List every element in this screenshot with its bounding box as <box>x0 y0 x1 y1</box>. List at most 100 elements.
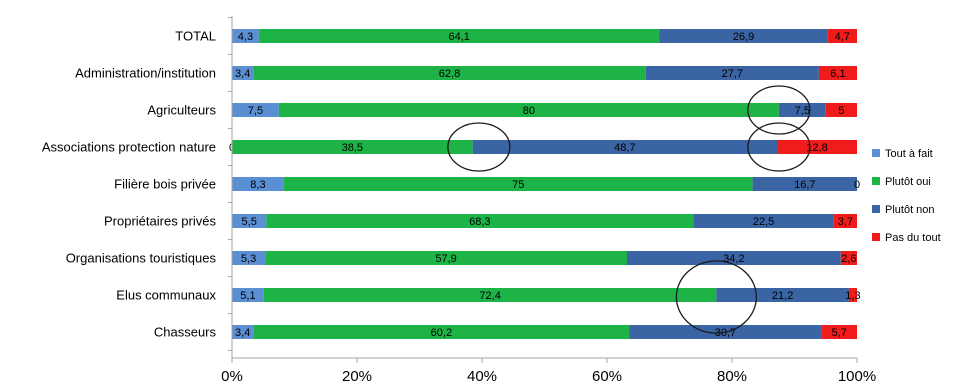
category-label: Associations protection nature <box>42 140 216 155</box>
bar-segment-plutot-non <box>659 29 828 43</box>
category-label: Elus communaux <box>116 288 216 303</box>
bar-segment-plutot-non <box>645 66 819 80</box>
data-label: 16,7 <box>794 179 815 191</box>
legend-swatch <box>872 177 880 185</box>
bar-segment-plutot-oui <box>283 177 753 191</box>
bar-segment-plutot-oui <box>232 140 473 154</box>
data-label: 5,1 <box>240 290 255 302</box>
bar-segment-plutot-oui <box>253 66 646 80</box>
data-label: 26,9 <box>733 31 754 43</box>
legend-swatch <box>872 149 880 157</box>
legend-label: Plutôt non <box>885 204 935 216</box>
data-label: 2,6 <box>841 253 856 265</box>
x-tick-label: 100% <box>838 368 876 385</box>
data-label: 5 <box>838 105 844 117</box>
bar-segment-plutot-oui <box>263 288 717 302</box>
data-label: 6,1 <box>830 68 845 80</box>
data-label: 12,8 <box>806 142 827 154</box>
data-label: 5,3 <box>241 253 256 265</box>
bar-segment-tout-a-fait <box>232 66 254 80</box>
data-label: 38,5 <box>342 142 363 154</box>
data-label: 34,2 <box>723 253 744 265</box>
bar-segment-plutot-non <box>716 288 849 302</box>
data-label: 3,7 <box>838 216 853 228</box>
bar-segment-plutot-oui <box>265 251 627 265</box>
bar-segment-tout-a-fait <box>232 288 264 302</box>
x-tick-label: 40% <box>467 368 497 385</box>
data-label: 22,5 <box>753 216 774 228</box>
bar-segment-pas-du-tout <box>818 66 857 80</box>
legend-label: Plutôt oui <box>885 176 931 188</box>
x-axis: 0% 20% 40% 60% 80% 100% <box>221 16 876 385</box>
bar-segment-pas-du-tout <box>840 251 857 265</box>
data-label: 30,7 <box>715 327 736 339</box>
data-label: 60,2 <box>431 327 452 339</box>
data-label: 5,5 <box>242 216 257 228</box>
bar-segment-tout-a-fait <box>232 325 254 339</box>
annotation-circle <box>747 122 811 172</box>
category-label: Organisations touristiques <box>66 251 217 266</box>
category-label: TOTAL <box>175 29 216 44</box>
x-tick-label: 20% <box>342 368 372 385</box>
bar-segment-tout-a-fait <box>232 103 279 117</box>
legend-swatch <box>872 205 880 213</box>
bar-segment-plutot-oui <box>253 325 630 339</box>
bar-segment-plutot-non <box>752 177 857 191</box>
bar-segment-tout-a-fait <box>232 29 259 43</box>
bar-segment-pas-du-tout <box>848 288 857 302</box>
legend-label: Pas du tout <box>885 232 941 244</box>
data-label: 1,3 <box>845 290 860 302</box>
bar-segment-plutot-non <box>627 251 841 265</box>
category-label: Agriculteurs <box>147 103 216 118</box>
data-label: 3,4 <box>235 327 250 339</box>
bar-segment-tout-a-fait <box>232 214 267 228</box>
data-label: 7,5 <box>795 105 810 117</box>
data-label: 8,3 <box>250 179 265 191</box>
bar-segment-pas-du-tout <box>833 214 857 228</box>
data-label: 62,8 <box>439 68 460 80</box>
category-label: Chasseurs <box>154 325 217 340</box>
data-label: 57,9 <box>435 253 456 265</box>
category-label: Administration/institution <box>75 66 216 81</box>
data-label: 7,5 <box>248 105 263 117</box>
bar-segment-plutot-non <box>472 140 777 154</box>
annotation-circles <box>447 85 811 334</box>
data-label: 75 <box>512 179 524 191</box>
bar-segment-pas-du-tout <box>825 103 857 117</box>
data-label: 5,7 <box>832 327 847 339</box>
data-label: 72,4 <box>479 290 500 302</box>
category-label: Filière bois privée <box>114 177 216 192</box>
data-label: 48,7 <box>614 142 635 154</box>
bar-segment-plutot-oui <box>266 214 694 228</box>
data-label: 68,3 <box>469 216 490 228</box>
data-label: 0 <box>854 179 860 191</box>
bar-segment-tout-a-fait <box>232 251 266 265</box>
annotation-circle <box>747 85 811 135</box>
bar-segment-pas-du-tout <box>777 140 857 154</box>
x-tick-label: 80% <box>717 368 747 385</box>
x-tick-label: 60% <box>592 368 622 385</box>
annotation-circle <box>447 122 511 172</box>
bar-segment-plutot-non <box>778 103 826 117</box>
data-label: 80 <box>523 105 535 117</box>
data-label: 27,7 <box>722 68 743 80</box>
bar-segment-plutot-non <box>693 214 834 228</box>
data-label: 21,2 <box>772 290 793 302</box>
data-label: 64,1 <box>448 31 469 43</box>
bars-group: 4,3 64,1 26,9 4,7 3,4 62,8 27,7 6,1 7,5 80 7,5 5 0 38… <box>229 29 861 339</box>
bar-segment-pas-du-tout <box>821 325 857 339</box>
category-label: Propriétaires privés <box>104 214 216 229</box>
data-label: 4,7 <box>835 31 850 43</box>
legend-label: Tout à fait <box>885 148 933 160</box>
bar-segment-tout-a-fait <box>232 177 284 191</box>
category-labels: TOTAL Administration/institution Agriculte… <box>42 29 217 340</box>
bar-segment-plutot-oui <box>278 103 779 117</box>
x-tick-label: 0% <box>221 368 243 385</box>
bar-segment-plutot-oui <box>258 29 660 43</box>
legend: Tout à fait Plutôt oui Plutôt non Pas du to… <box>872 148 941 244</box>
data-label: 4,3 <box>238 31 253 43</box>
legend-swatch <box>872 233 880 241</box>
annotation-circle <box>675 260 758 334</box>
data-label: 3,4 <box>235 68 250 80</box>
